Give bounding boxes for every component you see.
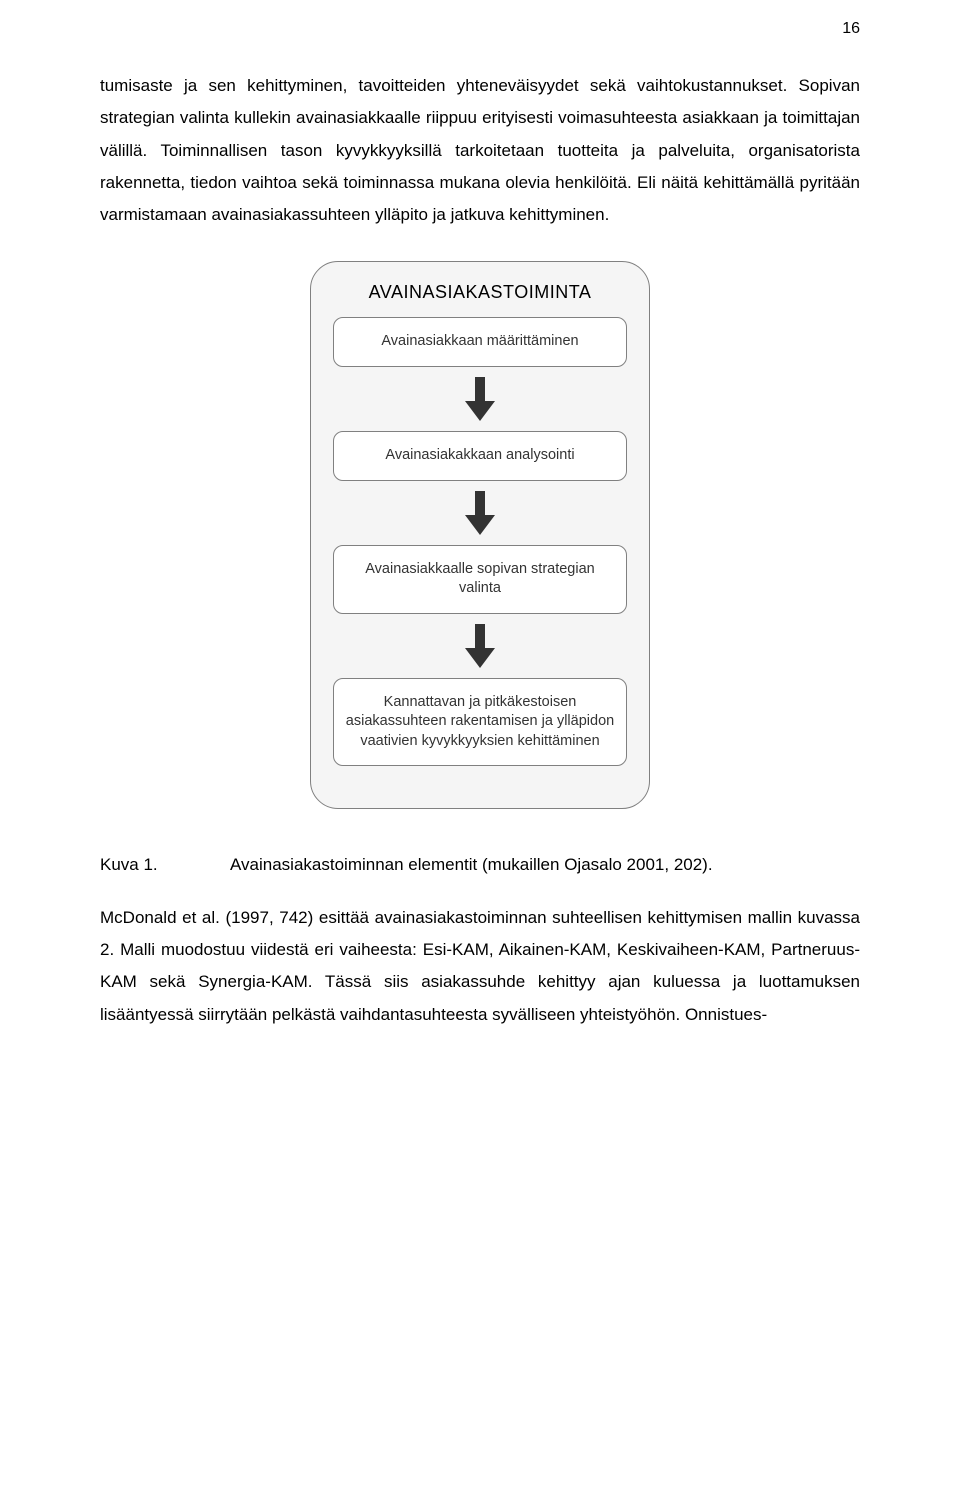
diagram-container: AVAINASIAKASTOIMINTA Avainasiakkaan määr…: [100, 261, 860, 809]
figure-caption: Kuva 1. Avainasiakastoiminnan elementit …: [100, 849, 860, 881]
diagram-title: AVAINASIAKASTOIMINTA: [369, 282, 592, 303]
arrow-down-icon: [465, 377, 495, 421]
arrow-down-icon: [465, 624, 495, 668]
flowchart: AVAINASIAKASTOIMINTA Avainasiakkaan määr…: [310, 261, 650, 809]
caption-label: Kuva 1.: [100, 849, 230, 881]
paragraph-1: tumisaste ja sen kehittyminen, tavoittei…: [100, 70, 860, 231]
diagram-box-1: Avainasiakkaan määrittäminen: [333, 317, 627, 367]
diagram-box-3: Avainasiakkaalle sopivan strategian vali…: [333, 545, 627, 614]
diagram-box-4: Kannattavan ja pitkäkestoisen asiakassuh…: [333, 678, 627, 767]
page: 16 tumisaste ja sen kehittyminen, tavoit…: [0, 0, 960, 1491]
caption-text: Avainasiakastoiminnan elementit (mukaill…: [230, 849, 713, 881]
diagram-box-2: Avainasiakakkaan analysointi: [333, 431, 627, 481]
page-number: 16: [842, 20, 860, 38]
arrow-down-icon: [465, 491, 495, 535]
paragraph-2: McDonald et al. (1997, 742) esittää avai…: [100, 902, 860, 1031]
